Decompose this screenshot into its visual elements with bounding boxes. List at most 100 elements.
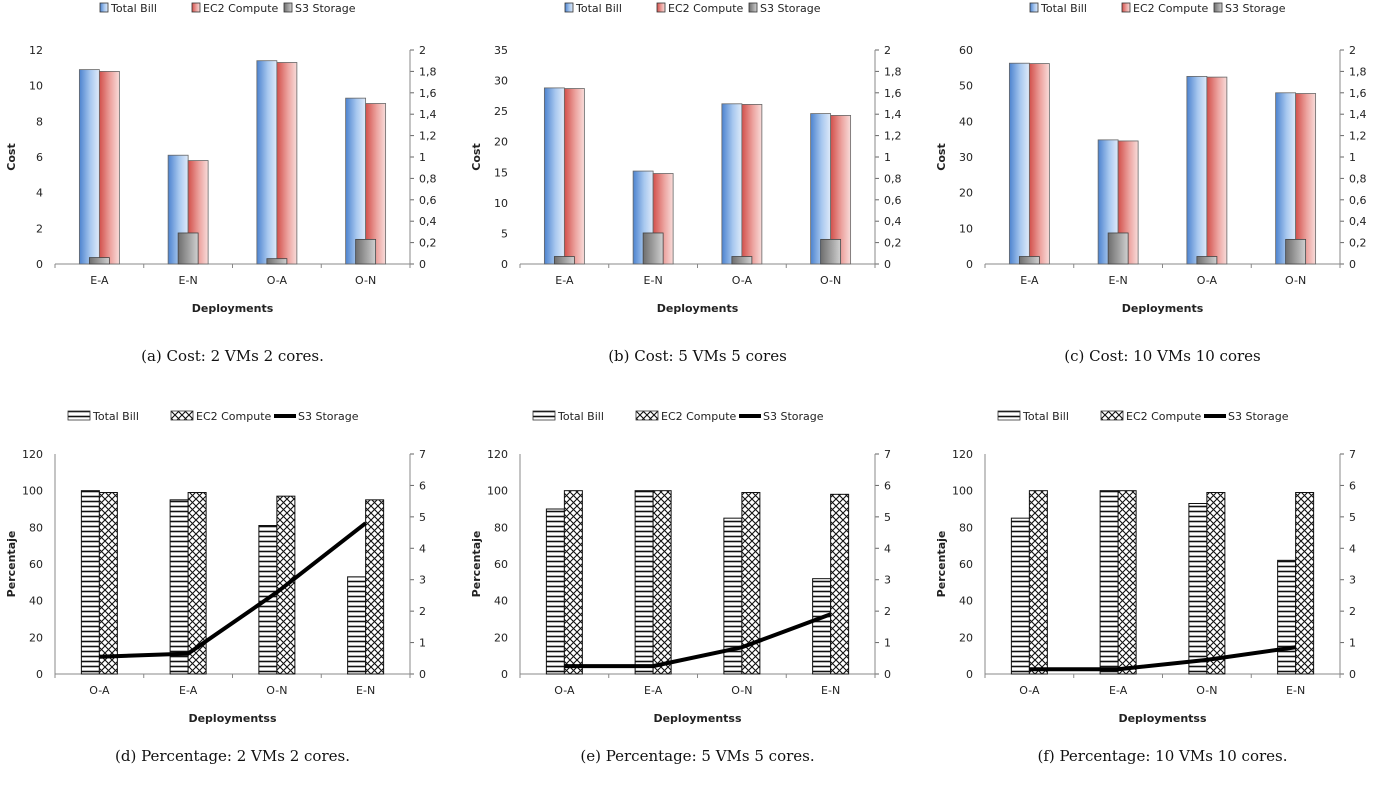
yaxis-title-d: Percentaje <box>5 531 18 598</box>
panel-d: Total Bill EC2 Compute S3 Storage 0 20 40 60 80… <box>0 394 465 787</box>
y2tick-f: 5 <box>1349 511 1356 524</box>
xtick-f-1: E-A <box>1109 684 1128 697</box>
chart-c: Total Bill EC2 Compute S3 Storage010203040… <box>935 2 1367 315</box>
bar-f-s0-0 <box>1010 517 1030 675</box>
y2tick-f: 2 <box>1349 605 1356 618</box>
bar-f-s0-1 <box>1099 490 1119 675</box>
line-f-s2 <box>1029 645 1296 672</box>
y2tick-a: 0 <box>419 258 426 271</box>
y2tick-b: 0,8 <box>884 172 902 185</box>
chart-d: Total Bill EC2 Compute S3 Storage020406080… <box>5 410 426 725</box>
y2tick-b: 0,6 <box>884 194 902 207</box>
ytick-f: 100 <box>952 485 973 498</box>
y2tick-b: 2 <box>884 44 891 57</box>
legend-swatch-f-1 <box>1100 410 1124 421</box>
y2tick-d: 7 <box>419 448 426 461</box>
ytick-d: 120 <box>22 448 43 461</box>
y2tick-c: 0,2 <box>1349 237 1367 250</box>
bar-c-s2-1 <box>1107 232 1129 265</box>
y2tick-d: 6 <box>419 479 426 492</box>
xtick-e-3: E-N <box>821 684 840 697</box>
ytick-d: 0 <box>36 668 43 681</box>
legend-label-d-1: EC2 Compute <box>196 410 272 423</box>
xaxis-title-f: Deploymentss <box>1118 712 1207 725</box>
y2tick-d: 2 <box>419 605 426 618</box>
ytick-a: 12 <box>29 44 43 57</box>
caption-c: (c) Cost: 10 VMs 10 cores <box>1064 347 1261 365</box>
bar-c-s1-2 <box>1206 76 1228 265</box>
axes-b: 0 5 10 15 20 25 30 35 0 0,2 0,4 0,6 0,8 1 1,2 1,4 1,6 1,8… <box>470 44 902 315</box>
bar-c-s1-0 <box>1028 63 1050 265</box>
y2tick-b: 1 <box>884 151 891 164</box>
y2tick-b: 0 <box>884 258 891 271</box>
line-d-s2 <box>99 521 367 659</box>
ytick-e: 120 <box>487 448 508 461</box>
bar-b-s2-2 <box>731 256 753 265</box>
bar-f-s1-1 <box>1117 490 1137 675</box>
ytick-b: 20 <box>494 136 508 149</box>
chart-a: Total Bill EC2 Compute S3 Storage024681012… <box>5 2 437 315</box>
ytick-d: 20 <box>29 631 43 644</box>
y2tick-c: 1 <box>1349 151 1356 164</box>
legend-swatch-c-1 <box>1121 2 1131 13</box>
y2tick-a: 1,4 <box>419 108 437 121</box>
legend-b: Total Bill EC2 Compute S3 Storage <box>564 2 821 15</box>
bar-f-s1-2 <box>1206 492 1226 675</box>
bar-e-s1-3 <box>830 493 850 675</box>
xtick-a-2: O-A <box>267 274 288 287</box>
ytick-d: 40 <box>29 595 43 608</box>
y2tick-f: 4 <box>1349 542 1356 555</box>
yaxis-title-c: Cost <box>935 143 948 170</box>
y2tick-f: 3 <box>1349 574 1356 587</box>
ytick-a: 8 <box>36 115 43 128</box>
bar-f-s0-3 <box>1277 559 1297 675</box>
bar-b-s2-3 <box>820 238 842 265</box>
y2tick-f: 1 <box>1349 637 1356 650</box>
y2tick-c: 0 <box>1349 258 1356 271</box>
y2tick-d: 4 <box>419 542 426 555</box>
legend-a: Total Bill EC2 Compute S3 Storage <box>99 2 356 15</box>
ytick-e: 40 <box>494 595 508 608</box>
xaxis-title-c: Deployments <box>1122 302 1204 315</box>
legend-swatch-c-0 <box>1029 2 1039 13</box>
legend-label-b-0: Total Bill <box>575 2 622 15</box>
xtick-f-0: O-A <box>1019 684 1040 697</box>
bar-b-s2-1 <box>642 232 664 265</box>
bars-d <box>80 490 385 675</box>
ytick-b: 35 <box>494 44 508 57</box>
bar-c-s1-3 <box>1295 93 1317 265</box>
legend-label-f-1: EC2 Compute <box>1126 410 1202 423</box>
bar-d-s1-1 <box>187 492 207 675</box>
y2tick-f: 7 <box>1349 448 1356 461</box>
axes-c: 0 10 20 30 40 50 60 0 0,2 0,4 0,6 0,8 1 1,2 1,4 1,6 1,8 2… <box>935 44 1367 315</box>
ytick-a: 10 <box>29 80 43 93</box>
y2tick-c: 0,4 <box>1349 215 1367 228</box>
legend-swatch-a-2 <box>283 2 293 13</box>
ytick-f: 40 <box>959 595 973 608</box>
legend-swatch-e-1 <box>635 410 659 421</box>
panel-f: Total Bill EC2 Compute S3 Storage 0 20 40 60 80… <box>930 394 1395 787</box>
ytick-f: 80 <box>959 521 973 534</box>
bar-a-s2-1 <box>177 232 199 265</box>
xtick-a-1: E-N <box>179 274 198 287</box>
bar-d-s1-3 <box>365 499 385 675</box>
y2tick-e: 4 <box>884 542 891 555</box>
y2tick-a: 1,2 <box>419 130 437 143</box>
legend-d: Total Bill EC2 Compute S3 Storage <box>67 410 359 423</box>
bar-b-s1-0 <box>563 88 585 265</box>
y2tick-e: 2 <box>884 605 891 618</box>
legend-label-b-1: EC2 Compute <box>668 2 744 15</box>
bar-e-s1-2 <box>741 492 761 675</box>
ytick-f: 60 <box>959 558 973 571</box>
ytick-d: 60 <box>29 558 43 571</box>
y2tick-b: 1,6 <box>884 87 902 100</box>
ytick-b: 30 <box>494 75 508 88</box>
y2tick-c: 1,6 <box>1349 87 1367 100</box>
y2tick-e: 1 <box>884 637 891 650</box>
ytick-a: 6 <box>36 151 43 164</box>
ytick-d: 100 <box>22 485 43 498</box>
ytick-b: 5 <box>501 227 508 240</box>
ytick-e: 100 <box>487 485 508 498</box>
legend-label-d-2: S3 Storage <box>298 410 359 423</box>
y2tick-a: 1 <box>419 151 426 164</box>
